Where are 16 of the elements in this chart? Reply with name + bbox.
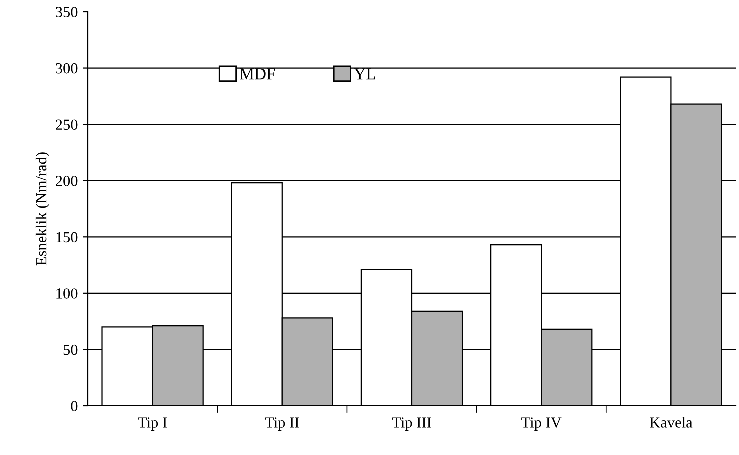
x-tick-label: Tip I: [138, 418, 168, 431]
legend-label: MDF: [240, 68, 276, 80]
y-tick-label: 350: [56, 7, 78, 18]
x-tick-label: Kavela: [650, 417, 693, 428]
y-tick-label: 150: [56, 232, 78, 243]
y-axis-title: Esneklik (Nm/rad): [36, 152, 50, 266]
x-tick-label: Tip II: [265, 418, 300, 431]
y-tick-label: 100: [56, 288, 78, 299]
x-tick-label: Tip III: [392, 418, 432, 431]
y-tick-label: 200: [56, 176, 78, 186]
y-tick-label: 250: [56, 120, 78, 130]
y-tick-label: 0: [71, 401, 78, 412]
x-tick-label: Tip IV: [522, 418, 562, 431]
y-tick-label: 300: [56, 63, 78, 74]
legend-label: YL: [354, 68, 376, 80]
y-tick-label: 50: [64, 344, 78, 356]
